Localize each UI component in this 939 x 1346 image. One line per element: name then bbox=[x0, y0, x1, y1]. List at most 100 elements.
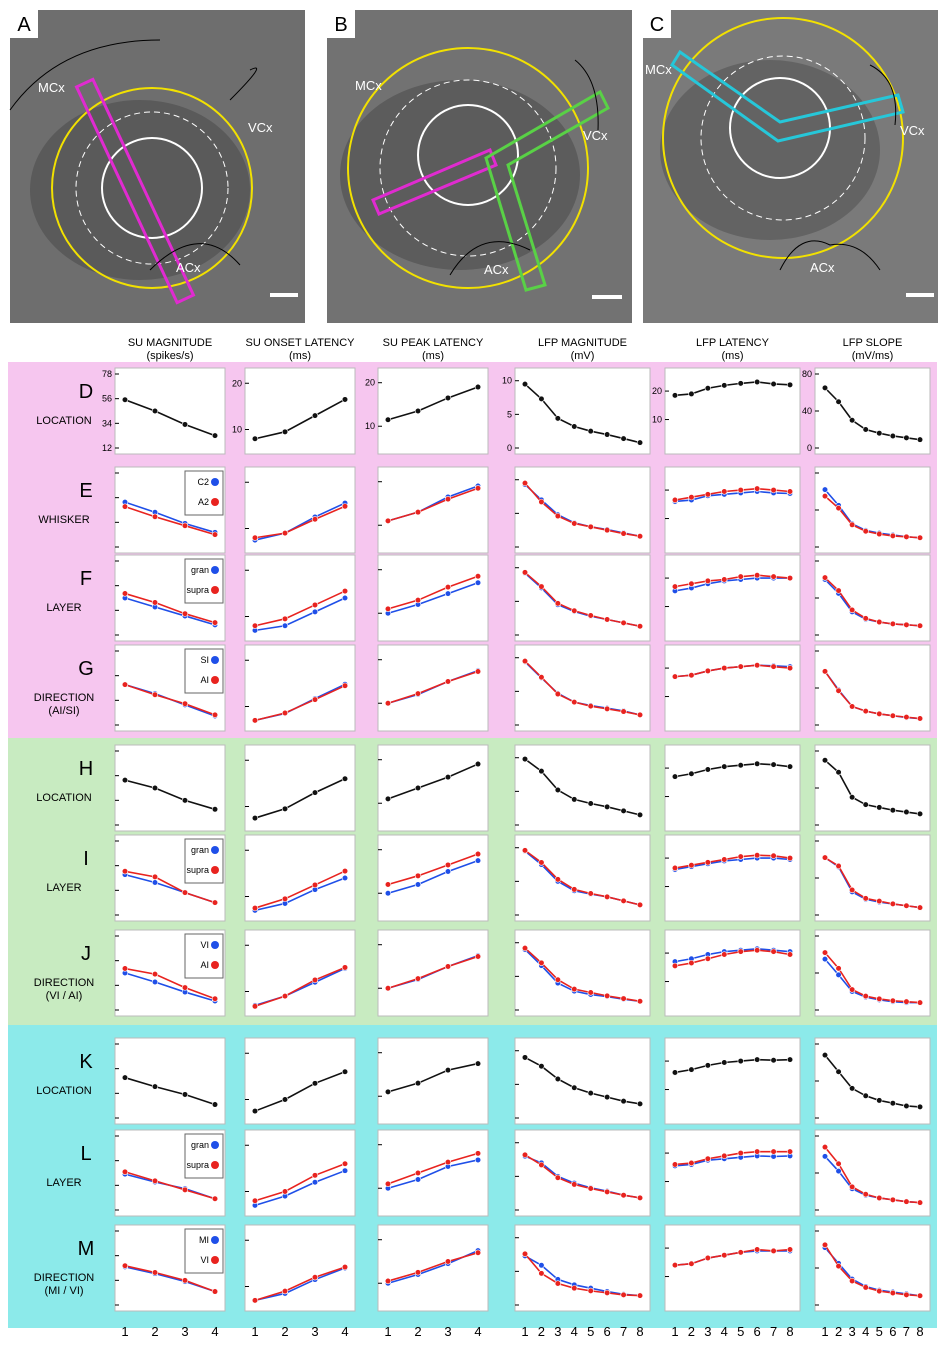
data-point bbox=[385, 882, 391, 888]
y-tick-label: 10 bbox=[502, 376, 512, 386]
data-point bbox=[738, 574, 744, 580]
data-point bbox=[672, 865, 678, 871]
x-tick-label: 3 bbox=[554, 1324, 561, 1339]
panel-frame bbox=[378, 1038, 488, 1124]
legend-dot bbox=[211, 478, 219, 486]
data-point bbox=[282, 1097, 288, 1103]
data-point bbox=[182, 422, 188, 428]
data-point bbox=[849, 987, 855, 993]
data-point bbox=[836, 769, 842, 775]
data-point bbox=[721, 489, 727, 495]
data-point bbox=[212, 1289, 218, 1295]
data-point bbox=[385, 700, 391, 706]
x-tick-label: 2 bbox=[688, 1324, 695, 1339]
data-point bbox=[604, 617, 610, 623]
data-point bbox=[122, 868, 128, 874]
data-point bbox=[555, 1175, 561, 1181]
data-point bbox=[522, 945, 528, 951]
data-point bbox=[571, 521, 577, 527]
panel-frame bbox=[378, 745, 488, 831]
panel-frame bbox=[515, 1038, 650, 1124]
y-tick-label: 20 bbox=[232, 378, 242, 388]
data-point bbox=[771, 487, 777, 493]
data-point bbox=[182, 523, 188, 529]
data-point bbox=[555, 877, 561, 883]
data-point bbox=[385, 417, 391, 423]
data-point bbox=[342, 504, 348, 510]
data-point bbox=[836, 1069, 842, 1075]
y-tick-label: 56 bbox=[102, 394, 112, 404]
data-point bbox=[445, 964, 451, 970]
data-point bbox=[122, 591, 128, 597]
panel-frame bbox=[115, 1038, 225, 1124]
data-point bbox=[555, 513, 561, 519]
data-point bbox=[705, 1255, 711, 1261]
data-point bbox=[876, 898, 882, 904]
data-point bbox=[863, 1285, 869, 1291]
x-tick-label: 1 bbox=[521, 1324, 528, 1339]
data-point bbox=[689, 581, 695, 587]
data-point bbox=[754, 761, 760, 767]
column-unit: (mV/ms) bbox=[852, 350, 894, 362]
data-point bbox=[415, 976, 421, 982]
data-point bbox=[122, 397, 128, 403]
data-point bbox=[917, 1104, 923, 1110]
data-point bbox=[604, 432, 610, 438]
data-point bbox=[787, 1247, 793, 1253]
data-point bbox=[738, 1150, 744, 1156]
data-point bbox=[917, 1200, 923, 1206]
x-tick-label: 6 bbox=[604, 1324, 611, 1339]
figure: A MCx VCx ACx B MCx VCx ACx C MCx VCx AC… bbox=[0, 0, 939, 1341]
data-point bbox=[738, 381, 744, 387]
panel-frame bbox=[378, 368, 488, 454]
data-point bbox=[738, 762, 744, 768]
x-tick-label: 3 bbox=[849, 1324, 856, 1339]
row-letter: H bbox=[79, 758, 93, 780]
legend-label: VI bbox=[200, 1255, 209, 1265]
data-point bbox=[754, 1149, 760, 1155]
scale-bar bbox=[592, 295, 622, 299]
data-point bbox=[863, 1191, 869, 1197]
data-point bbox=[555, 1281, 561, 1287]
data-point bbox=[822, 669, 828, 675]
data-point bbox=[445, 869, 451, 875]
data-point bbox=[342, 1161, 348, 1167]
panel-frame bbox=[378, 467, 488, 553]
data-point bbox=[917, 1293, 923, 1299]
data-point bbox=[849, 1086, 855, 1092]
data-point bbox=[890, 1197, 896, 1203]
data-point bbox=[445, 774, 451, 780]
y-tick-label: 10 bbox=[232, 425, 242, 435]
data-point bbox=[863, 1093, 869, 1099]
data-point bbox=[312, 609, 318, 615]
data-point bbox=[876, 1098, 882, 1104]
column-title: SU MAGNITUDE bbox=[128, 337, 212, 349]
data-point bbox=[385, 1278, 391, 1284]
data-point bbox=[152, 514, 158, 520]
panel-frame bbox=[815, 368, 930, 454]
x-tick-label: 6 bbox=[889, 1324, 896, 1339]
data-point bbox=[890, 901, 896, 907]
data-point bbox=[754, 486, 760, 492]
data-point bbox=[672, 1162, 678, 1168]
data-point bbox=[787, 1057, 793, 1063]
data-point bbox=[822, 950, 828, 956]
scale-bar bbox=[270, 293, 298, 297]
panel-frame bbox=[665, 368, 800, 454]
data-point bbox=[522, 480, 528, 486]
column-title: LFP LATENCY bbox=[696, 337, 770, 349]
column-title: LFP MAGNITUDE bbox=[538, 337, 627, 349]
data-point bbox=[621, 531, 627, 537]
y-tick-label: 20 bbox=[652, 386, 662, 396]
data-point bbox=[122, 777, 128, 783]
data-point bbox=[252, 1198, 258, 1204]
legend-dot bbox=[211, 1236, 219, 1244]
data-point bbox=[917, 623, 923, 629]
data-point bbox=[152, 692, 158, 698]
panel-frame bbox=[665, 555, 800, 641]
y-tick-label: 5 bbox=[507, 409, 512, 419]
panel-frame bbox=[515, 930, 650, 1016]
data-point bbox=[415, 873, 421, 879]
panel-frame bbox=[378, 1225, 488, 1311]
column-unit: (ms) bbox=[722, 350, 744, 362]
